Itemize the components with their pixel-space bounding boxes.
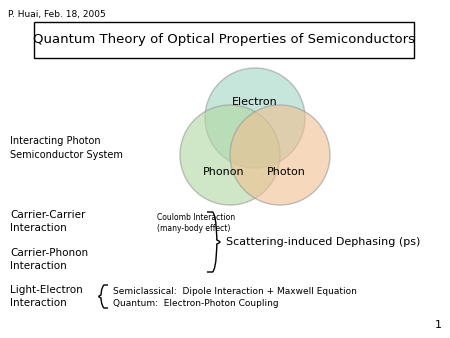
FancyBboxPatch shape bbox=[34, 22, 414, 58]
Text: Quantum Theory of Optical Properties of Semiconductors: Quantum Theory of Optical Properties of … bbox=[33, 33, 415, 47]
Text: Phonon: Phonon bbox=[203, 167, 245, 177]
Text: Interacting Photon
Semiconductor System: Interacting Photon Semiconductor System bbox=[10, 136, 123, 160]
Text: Electron: Electron bbox=[232, 97, 278, 107]
Circle shape bbox=[230, 105, 330, 205]
Text: Scattering-induced Dephasing (ps): Scattering-induced Dephasing (ps) bbox=[226, 237, 420, 247]
Circle shape bbox=[205, 68, 305, 168]
Text: Carrier-Carrier
Interaction: Carrier-Carrier Interaction bbox=[10, 210, 86, 233]
Text: Semiclassical:  Dipole Interaction + Maxwell Equation: Semiclassical: Dipole Interaction + Maxw… bbox=[113, 287, 357, 296]
Text: P. Huai, Feb. 18, 2005: P. Huai, Feb. 18, 2005 bbox=[8, 10, 106, 19]
Text: Quantum:  Electron-Photon Coupling: Quantum: Electron-Photon Coupling bbox=[113, 299, 279, 308]
Circle shape bbox=[180, 105, 280, 205]
Text: Coulomb Interaction
(many-body effect): Coulomb Interaction (many-body effect) bbox=[157, 213, 235, 233]
Text: Light-Electron
Interaction: Light-Electron Interaction bbox=[10, 285, 83, 308]
Text: Carrier-Phonon
Interaction: Carrier-Phonon Interaction bbox=[10, 248, 88, 271]
Text: Photon: Photon bbox=[266, 167, 306, 177]
Text: 1: 1 bbox=[435, 320, 442, 330]
